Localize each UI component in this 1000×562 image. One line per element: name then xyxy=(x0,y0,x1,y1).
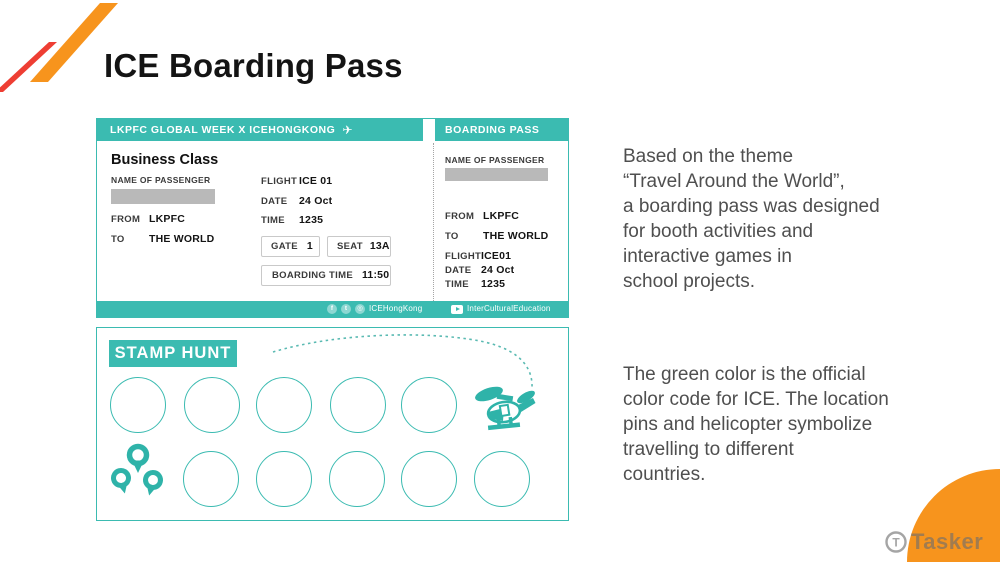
twitter-icon: t xyxy=(341,304,351,314)
stub-name-of-passenger-label: NAME OF PASSENGER xyxy=(445,155,545,165)
stub-date-label: DATE xyxy=(445,265,472,276)
time-label: TIME xyxy=(261,215,285,226)
gate-box: GATE 1 xyxy=(261,236,320,257)
page-title: ICE Boarding Pass xyxy=(104,47,403,84)
stamp-circle xyxy=(330,377,386,433)
stamp-circle xyxy=(184,377,240,433)
stamp-circle xyxy=(401,377,457,433)
description-paragraph-1: Based on the theme “Travel Around the Wo… xyxy=(623,146,880,292)
stub-time-value: 1235 xyxy=(481,278,506,290)
from-value: LKPFC xyxy=(149,213,185,225)
dotted-flight-path xyxy=(272,334,533,389)
pass-header-left: LKPFC GLOBAL WEEK X ICEHONGKONG ✈ xyxy=(97,119,423,141)
stub-flight-value: ICE01 xyxy=(481,250,512,262)
stub-passenger-name-blank xyxy=(445,168,548,181)
boarding-time-label: BOARDING TIME xyxy=(272,269,353,281)
pass-header-left-label: LKPFC GLOBAL WEEK X ICEHONGKONG xyxy=(110,124,336,136)
youtube-icon xyxy=(451,304,463,314)
to-value: THE WORLD xyxy=(149,233,215,245)
stamp-circle xyxy=(183,451,239,507)
instagram-icon: ◎ xyxy=(355,304,365,314)
tasker-logo-initial: T xyxy=(892,536,900,550)
pass-header-right: BOARDING PASS xyxy=(435,119,569,141)
stub-from-label: FROM xyxy=(445,211,475,222)
watermark-text: Tasker xyxy=(911,529,984,554)
social-group: f t ◎ ICEHongKong xyxy=(327,304,422,314)
passenger-name-blank xyxy=(111,189,215,204)
stamp-hunt-title: STAMP HUNT xyxy=(109,340,237,367)
stub-time-label: TIME xyxy=(445,279,469,290)
perforation-divider xyxy=(433,143,434,303)
stamp-circle xyxy=(474,451,530,507)
pass-footer-bar: f t ◎ ICEHongKong InterCulturalEducation xyxy=(97,301,568,317)
to-label: TO xyxy=(111,234,125,245)
gate-label: GATE xyxy=(271,240,298,252)
stub-date-value: 24 Oct xyxy=(481,264,515,276)
flight-label: FLIGHT xyxy=(261,176,298,187)
orange-stripe xyxy=(30,3,118,82)
watermark: T Tasker xyxy=(884,529,983,555)
stamp-circle xyxy=(256,377,312,433)
name-of-passenger-label: NAME OF PASSENGER xyxy=(111,175,211,185)
time-value: 1235 xyxy=(299,214,324,226)
boarding-time-value: 11:50 xyxy=(361,269,390,282)
gate-value: 1 xyxy=(306,240,313,253)
helicopter-icon xyxy=(475,386,536,431)
class-name: Business Class xyxy=(111,152,219,168)
red-stripe xyxy=(0,42,57,92)
location-pins-icon xyxy=(111,443,163,496)
social-handle: ICEHongKong xyxy=(369,304,423,313)
stub-to-label: TO xyxy=(445,231,459,242)
flight-value: ICE 01 xyxy=(299,175,333,187)
stamp-circle xyxy=(329,451,385,507)
stamp-circle xyxy=(256,451,312,507)
youtube-handle: InterCulturalEducation xyxy=(467,304,551,313)
stamp-circle xyxy=(110,377,166,433)
youtube-group: InterCulturalEducation xyxy=(451,304,551,314)
tasker-logo-icon: T xyxy=(885,531,907,553)
date-label: DATE xyxy=(261,196,288,207)
seat-label: SEAT xyxy=(337,240,363,252)
stub-to-value: THE WORLD xyxy=(483,230,549,242)
pass-header-right-label: BOARDING PASS xyxy=(445,124,540,136)
stamp-circle xyxy=(401,451,457,507)
from-label: FROM xyxy=(111,214,141,225)
facebook-icon: f xyxy=(327,304,337,314)
description-paragraph-2: The green color is the official color co… xyxy=(623,364,889,485)
stamp-hunt-card: STAMP HUNT xyxy=(96,327,569,521)
stub-flight-label: FLIGHT xyxy=(445,251,482,262)
seat-value: 13A xyxy=(369,240,390,253)
stub-from-value: LKPFC xyxy=(483,210,519,222)
plane-icon: ✈ xyxy=(342,123,353,137)
seat-box: SEAT 13A xyxy=(327,236,391,257)
boarding-pass-card: LKPFC GLOBAL WEEK X ICEHONGKONG ✈ BOARDI… xyxy=(96,118,569,318)
date-value: 24 Oct xyxy=(299,195,333,207)
boarding-time-box: BOARDING TIME 11:50 xyxy=(261,265,391,286)
corner-stripes-decoration xyxy=(0,3,118,92)
